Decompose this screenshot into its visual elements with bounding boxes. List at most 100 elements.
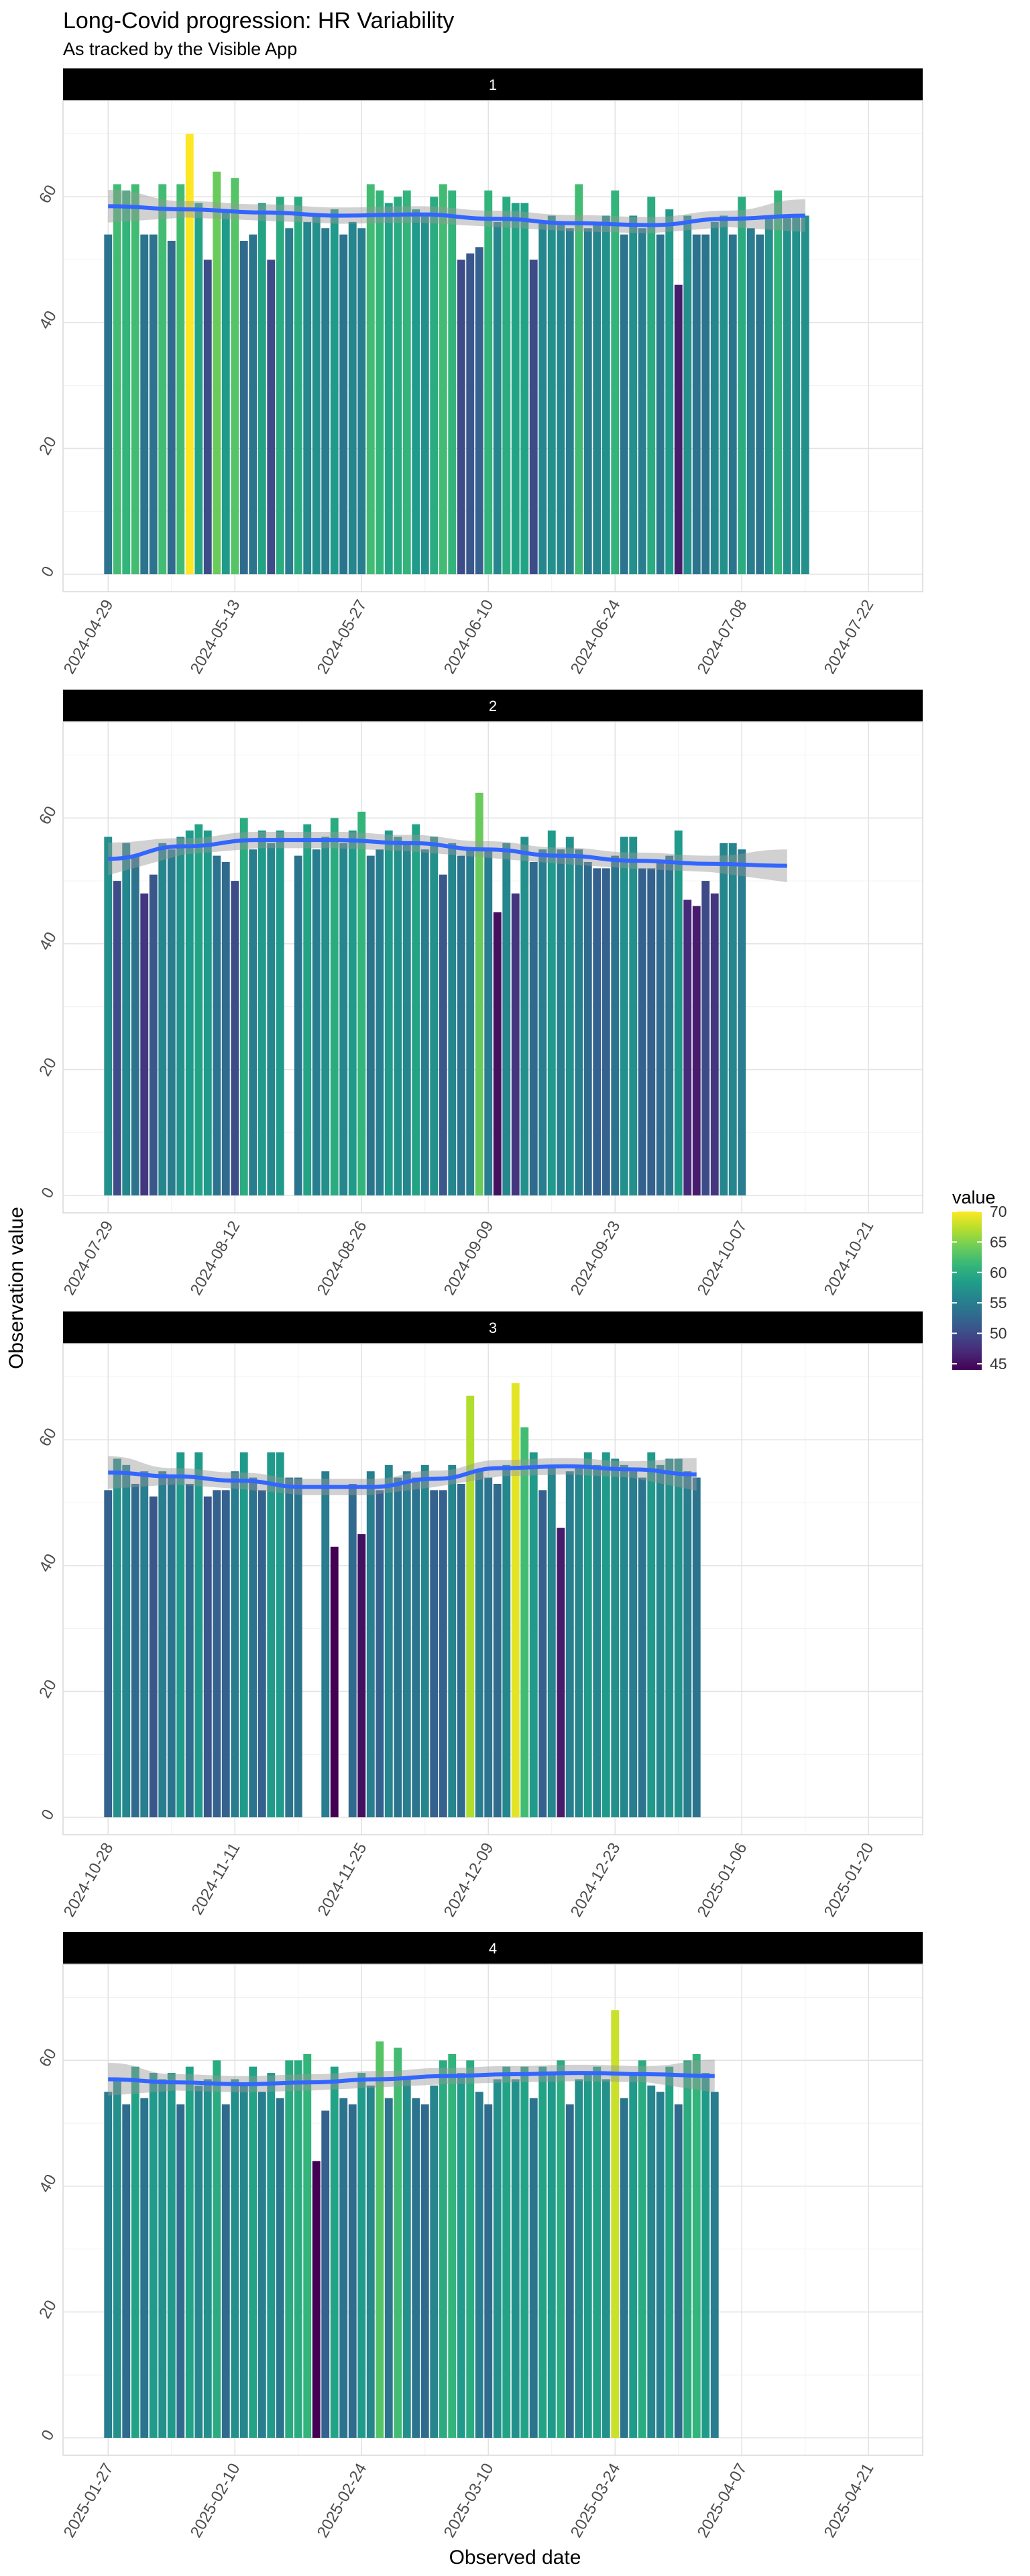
bar	[701, 881, 710, 1195]
bar	[140, 234, 149, 574]
facet-strip	[63, 690, 923, 722]
x-tick-label: 2025-03-10	[441, 2461, 498, 2541]
bar	[131, 2066, 139, 2438]
x-tick-label: 2024-07-22	[821, 597, 878, 678]
bar	[493, 912, 502, 1195]
bar	[665, 2066, 674, 2438]
bar	[185, 1483, 194, 1817]
panel-border	[62, 721, 923, 1214]
bar	[656, 234, 665, 574]
x-tick-label: 2024-10-28	[60, 1840, 117, 1921]
bar	[267, 843, 276, 1195]
bar	[448, 190, 457, 574]
bar	[529, 260, 538, 574]
bar	[801, 215, 809, 574]
x-axis-title: Observed date	[449, 2546, 581, 2569]
bar	[402, 843, 411, 1195]
bar	[412, 209, 420, 575]
bar	[176, 2104, 185, 2438]
bar	[420, 1464, 429, 1817]
bar	[249, 2066, 258, 2438]
bar	[466, 849, 475, 1195]
bar	[412, 824, 420, 1195]
bar	[602, 1452, 610, 1817]
color-legend: value 70 65 60 55 50 45	[952, 1187, 1007, 1373]
bar	[710, 221, 719, 575]
bar	[376, 190, 384, 574]
bar	[394, 1477, 402, 1817]
bar	[629, 1471, 638, 1817]
bar	[149, 874, 158, 1195]
bar	[194, 1452, 203, 1817]
bar	[611, 1458, 620, 1817]
bar	[294, 2060, 302, 2438]
bar	[303, 2053, 312, 2438]
bar	[683, 1471, 692, 1817]
bar	[312, 215, 321, 574]
bar	[113, 184, 121, 575]
x-tick-label: 2024-12-09	[441, 1840, 498, 1921]
smooth-trend-line	[108, 204, 805, 227]
bar	[620, 837, 628, 1195]
x-tick-label: 2024-10-21	[821, 1218, 878, 1299]
bar	[710, 893, 719, 1195]
bar	[565, 2104, 574, 2438]
bar	[366, 1471, 375, 1817]
bar	[738, 849, 746, 1195]
bar	[239, 1452, 248, 1817]
bar	[357, 811, 366, 1195]
bar	[547, 215, 556, 574]
bar	[140, 1471, 149, 1817]
bar	[122, 843, 131, 1195]
bar	[366, 2085, 375, 2438]
bar	[330, 818, 339, 1195]
bar	[249, 1477, 258, 1817]
bar	[683, 2060, 692, 2438]
bar	[720, 843, 728, 1195]
x-tick-label: 2025-04-07	[694, 2461, 751, 2541]
bar	[674, 830, 683, 1195]
bar	[484, 2104, 493, 2438]
bar	[366, 184, 375, 575]
bar	[258, 1490, 266, 1817]
y-tick-label: 40	[36, 308, 60, 333]
bar	[239, 240, 248, 574]
bar	[285, 228, 294, 574]
bar	[249, 234, 258, 574]
bar	[339, 843, 348, 1195]
bar	[439, 1490, 447, 1817]
bar	[213, 855, 221, 1195]
bar	[774, 190, 783, 574]
x-tick-label: 2025-01-27	[60, 2461, 117, 2541]
facet-strip-label: 2	[489, 698, 497, 714]
bar	[575, 1464, 583, 1817]
bar	[457, 1483, 465, 1817]
bar	[593, 1464, 602, 1817]
legend-title: value	[952, 1187, 996, 1208]
bar	[547, 2073, 556, 2438]
smooth-trend-line	[108, 1464, 697, 1489]
bar	[285, 2060, 294, 2438]
bar	[683, 900, 692, 1195]
bar	[611, 855, 620, 1195]
bar	[394, 2047, 402, 2438]
bar	[185, 830, 194, 1195]
bar	[647, 197, 656, 575]
x-tick-label: 2024-09-09	[441, 1218, 498, 1299]
bar	[538, 849, 547, 1195]
bar	[493, 2079, 502, 2438]
bar	[131, 1483, 139, 1817]
bar	[402, 1471, 411, 1817]
bar	[638, 228, 646, 574]
bar	[113, 1458, 121, 1817]
bar	[457, 855, 465, 1195]
bar	[339, 234, 348, 574]
bar	[511, 203, 520, 574]
facet-panel-3: 3 0 20 40 60 2024-10-28 2024-11-11 2024-11-25 20…	[36, 1311, 923, 1920]
bar	[357, 2073, 366, 2438]
y-tick-label: 0	[38, 564, 58, 580]
bar	[746, 228, 755, 574]
bar	[131, 855, 139, 1195]
